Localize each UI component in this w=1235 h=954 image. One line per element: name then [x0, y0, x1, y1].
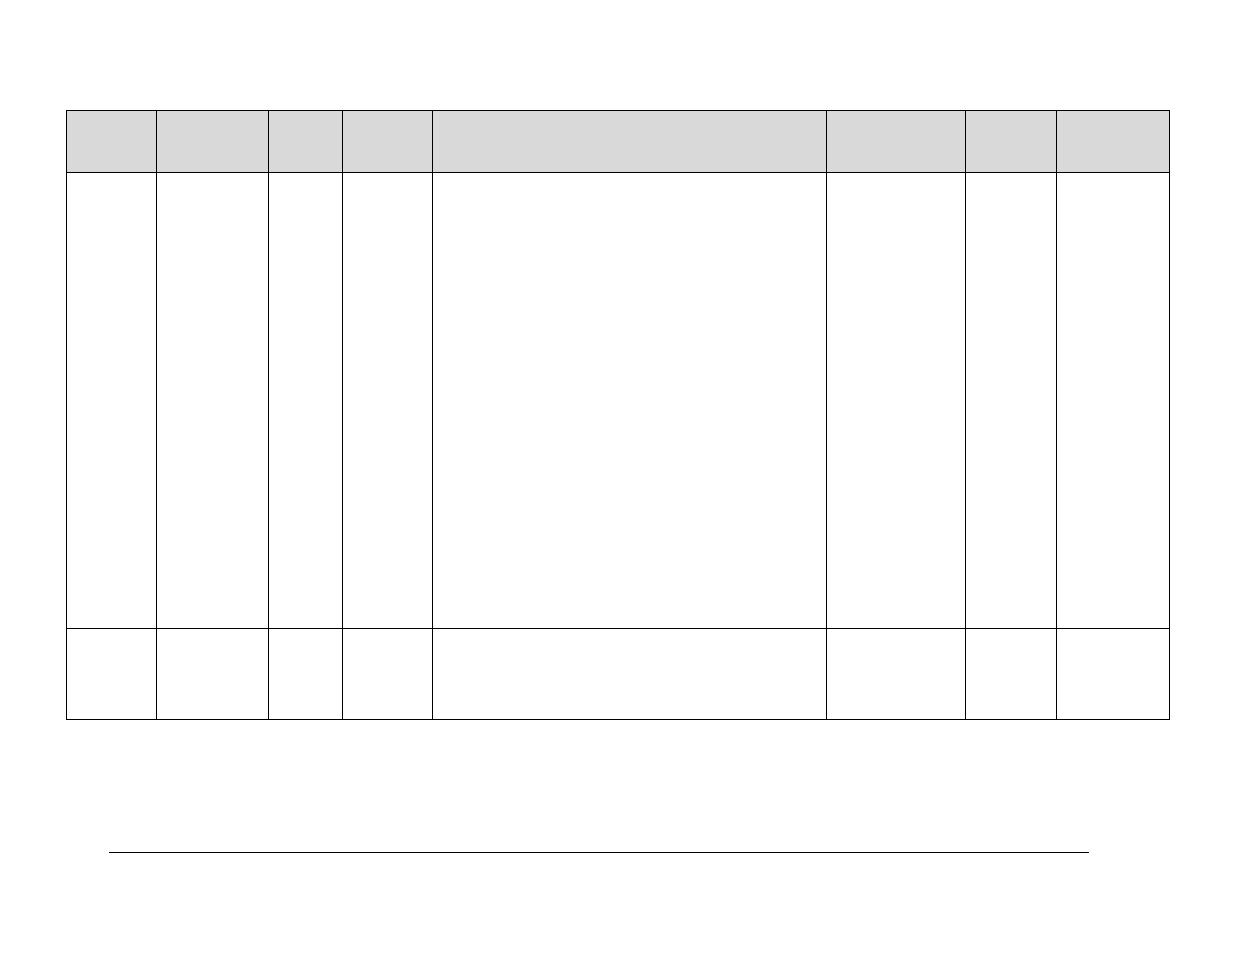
table-cell [966, 173, 1057, 629]
table-cell [343, 629, 433, 720]
table-cell [827, 629, 966, 720]
column-header-4 [433, 111, 827, 173]
table-row [67, 173, 1170, 629]
column-header-3 [343, 111, 433, 173]
table-cell [269, 173, 343, 629]
data-table [66, 110, 1170, 720]
table-cell [433, 629, 827, 720]
column-header-0 [67, 111, 157, 173]
table-cell [1057, 629, 1170, 720]
table-cell [269, 629, 343, 720]
column-header-7 [1057, 111, 1170, 173]
table-cell [67, 629, 157, 720]
column-header-6 [966, 111, 1057, 173]
table-cell [67, 173, 157, 629]
table-cell [343, 173, 433, 629]
table-row [67, 629, 1170, 720]
table-cell [433, 173, 827, 629]
data-table-container [66, 110, 1169, 720]
column-header-1 [157, 111, 269, 173]
table-header-row [67, 111, 1170, 173]
table-cell [966, 629, 1057, 720]
footer-rule [109, 852, 1089, 853]
column-header-2 [269, 111, 343, 173]
table-cell [827, 173, 966, 629]
table-cell [157, 629, 269, 720]
table-cell [157, 173, 269, 629]
column-header-5 [827, 111, 966, 173]
table-cell [1057, 173, 1170, 629]
